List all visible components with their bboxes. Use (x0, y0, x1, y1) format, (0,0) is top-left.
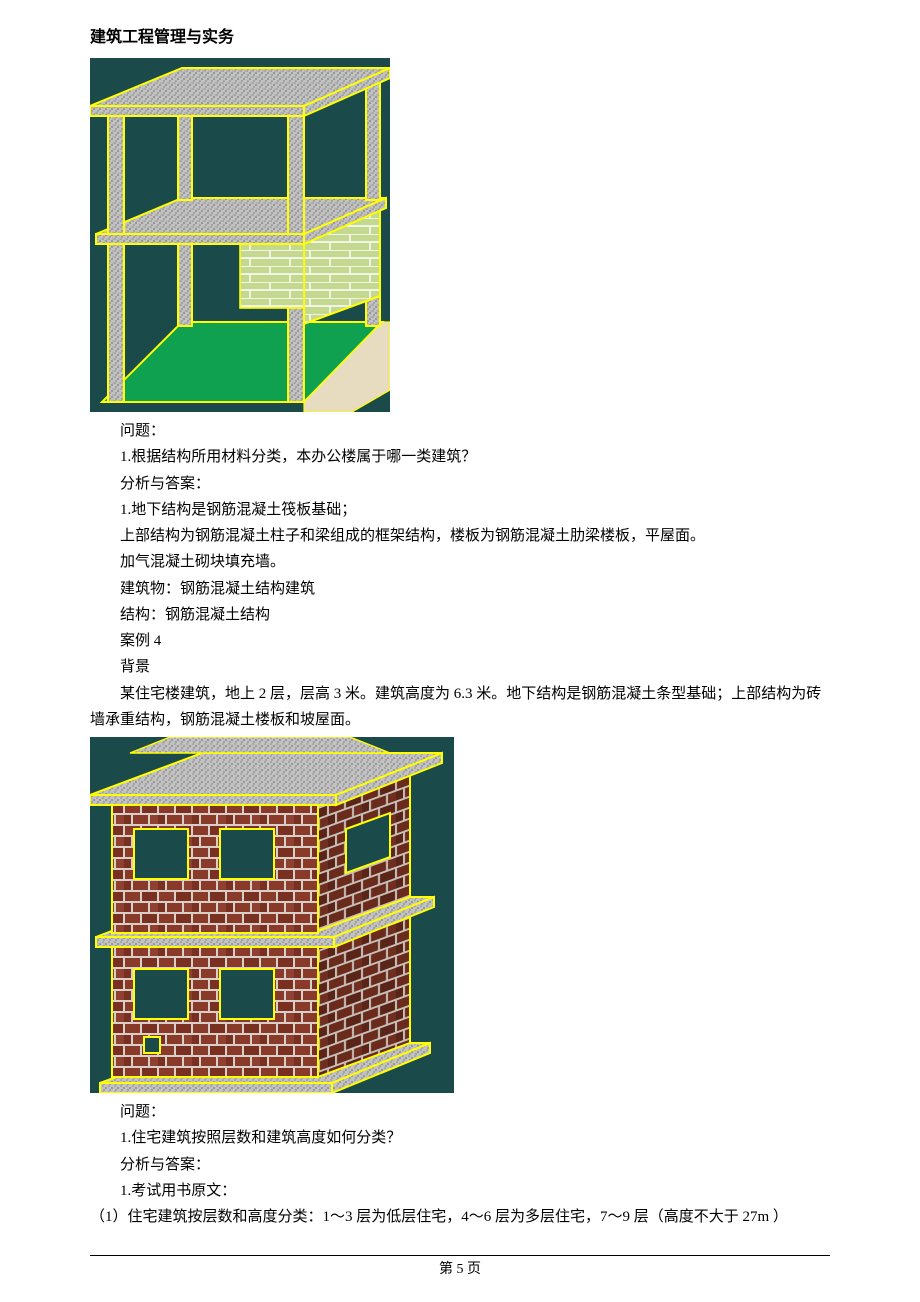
answer-label-1: 分析与答案： (90, 471, 830, 497)
document-page: 建筑工程管理与实务 (0, 0, 920, 1302)
answer-1-line-3: 建筑物：钢筋混凝土结构建筑 (90, 576, 830, 602)
question-1-text: 1.根据结构所用材料分类，本办公楼属于哪一类建筑？ (90, 444, 830, 470)
answer-2-line-0: 1.考试用书原文： (90, 1178, 830, 1204)
document-header-title: 建筑工程管理与实务 (90, 24, 830, 52)
answer-label-2: 分析与答案： (90, 1152, 830, 1178)
page-footer: 第 5 页 (90, 1255, 830, 1283)
answer-1-line-2: 加气混凝土砌块填充墙。 (90, 549, 830, 575)
background-body: 某住宅楼建筑，地上 2 层，层高 3 米。建筑高度为 6.3 米。地下结构是钢筋… (90, 681, 830, 734)
answer-2-line-1: （1）住宅建筑按层数和高度分类：1～3 层为低层住宅，4～6 层为多层住宅，7～… (90, 1204, 830, 1230)
answer-1-line-1: 上部结构为钢筋混凝土柱子和梁组成的框架结构，楼板为钢筋混凝土肋梁楼板，平屋面。 (90, 523, 830, 549)
background-label: 背景 (90, 654, 830, 680)
answer-1-line-0: 1.地下结构是钢筋混凝土筏板基础； (90, 497, 830, 523)
figure-2-brick-masonry-structure (90, 737, 454, 1093)
question-2-text: 1.住宅建筑按照层数和建筑高度如何分类？ (90, 1125, 830, 1151)
footer-divider (90, 1255, 830, 1256)
page-number: 第 5 页 (90, 1258, 830, 1283)
question-label-1: 问题： (90, 418, 830, 444)
case-4-label: 案例 4 (90, 628, 830, 654)
answer-1-line-4: 结构：钢筋混凝土结构 (90, 602, 830, 628)
question-label-2: 问题： (90, 1099, 830, 1125)
figure-1-frame-structure (90, 58, 390, 412)
